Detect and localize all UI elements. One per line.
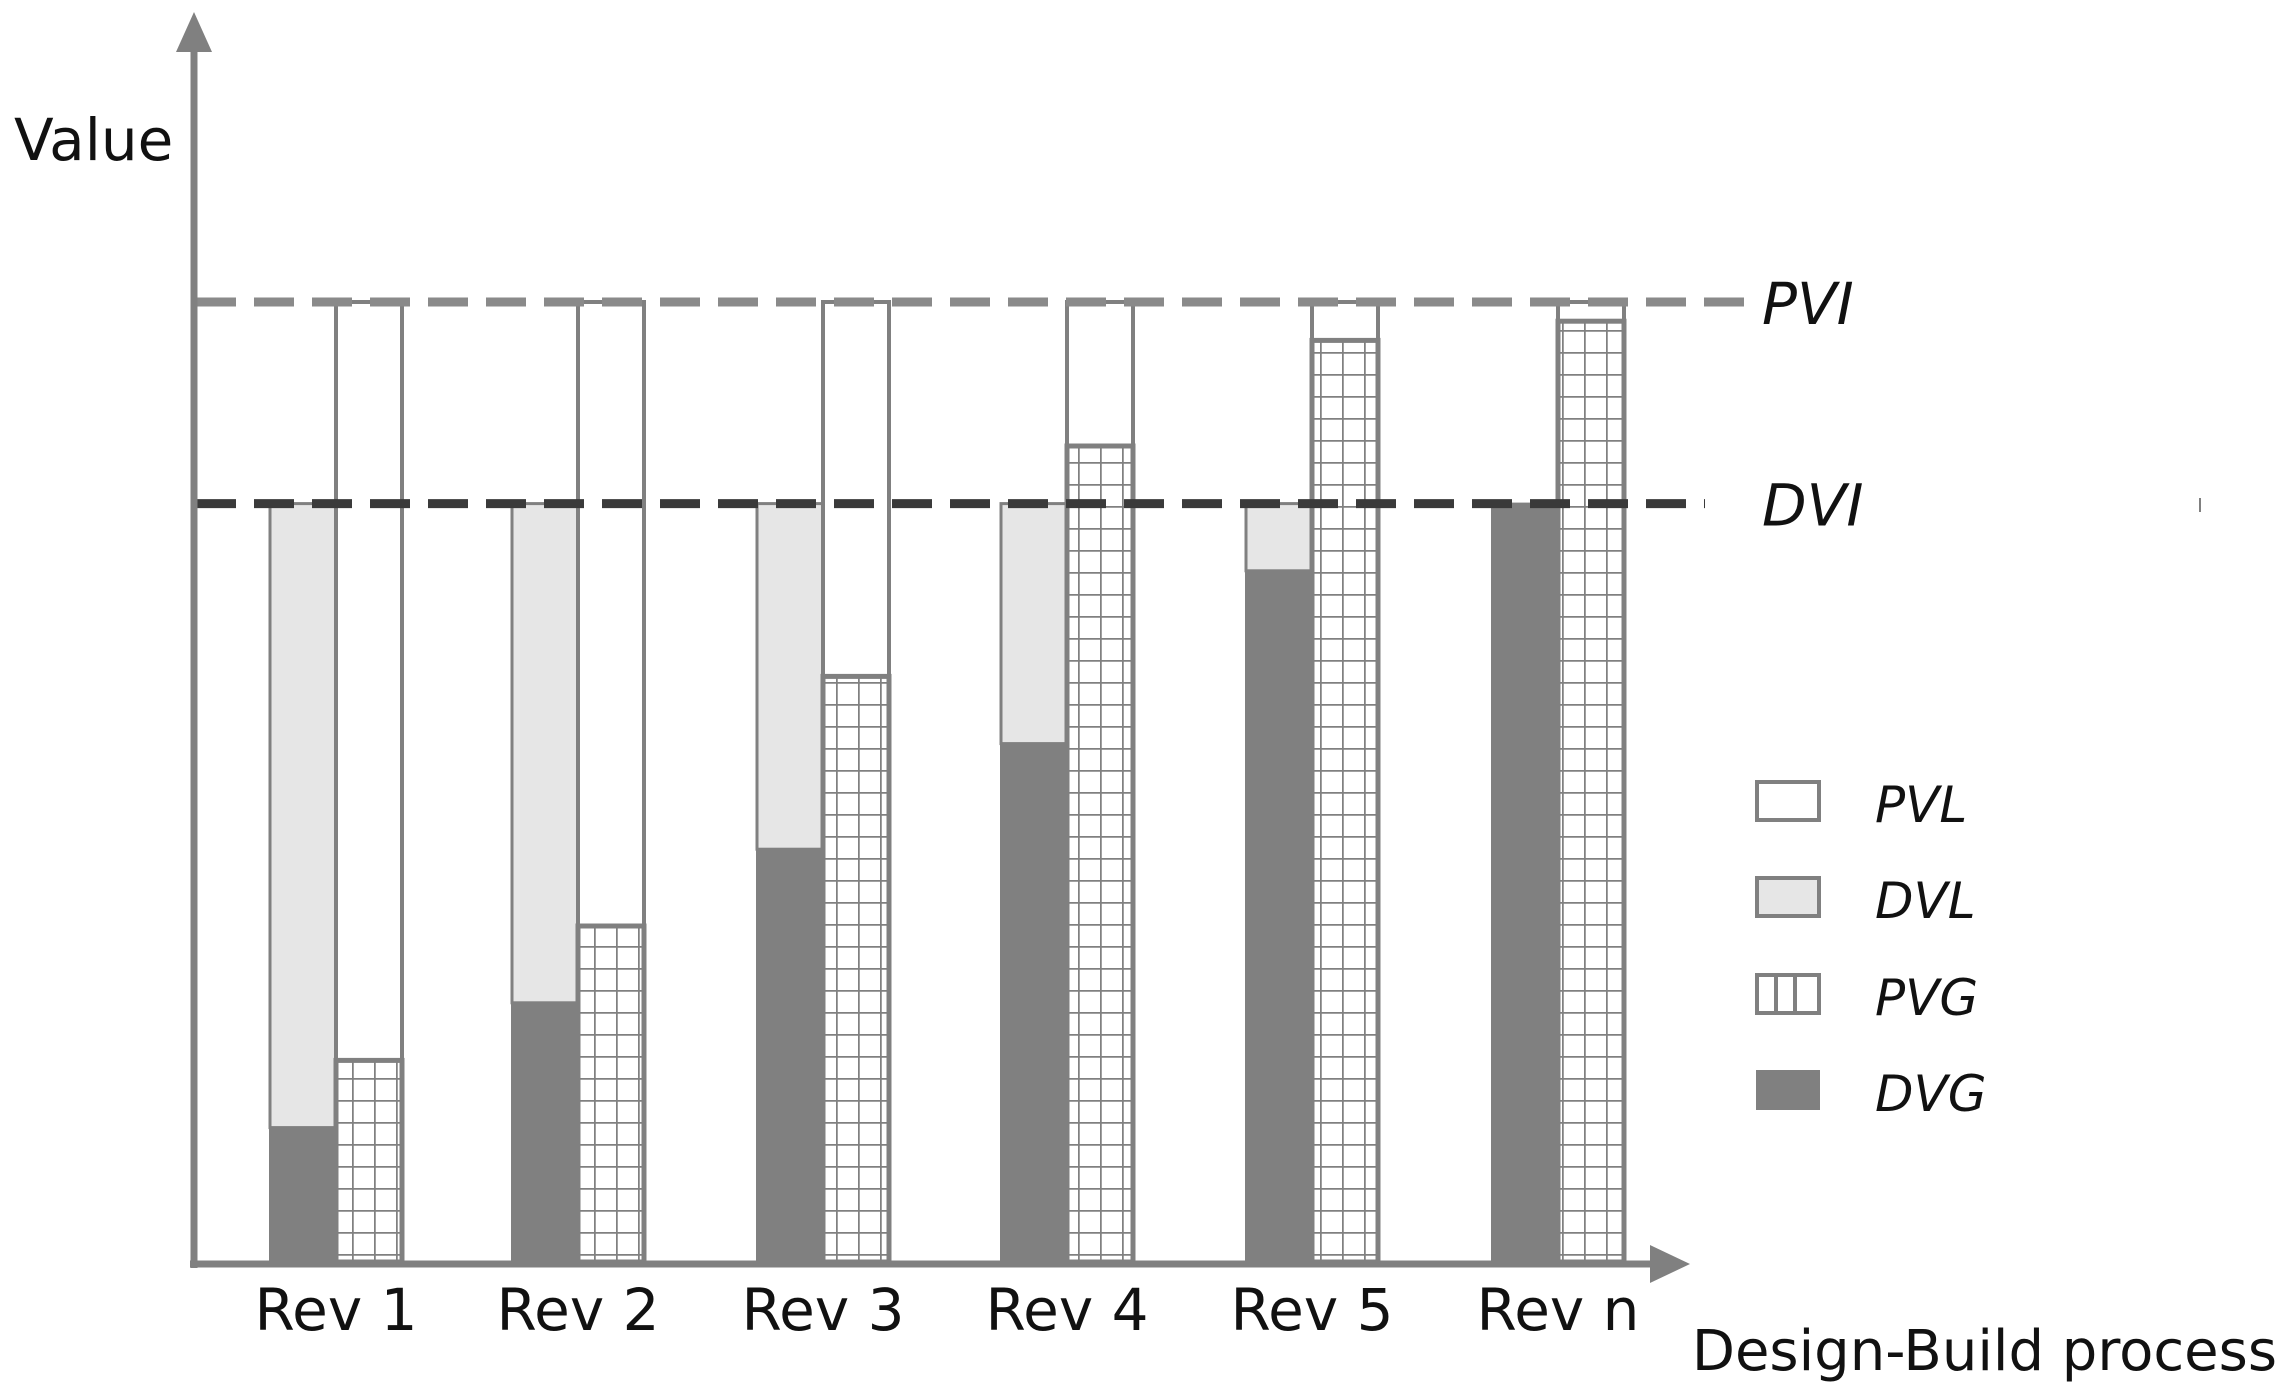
legend-swatch bbox=[1756, 1070, 1820, 1110]
legend-label: PVL bbox=[1875, 776, 1967, 834]
pvg-bar bbox=[1309, 337, 1381, 1265]
x-tick-label: Rev 1 bbox=[254, 1276, 417, 1344]
axes bbox=[176, 12, 1690, 1283]
pvl-bar bbox=[334, 300, 404, 1063]
bar-group-4 bbox=[999, 300, 1136, 1265]
dvi-label: DVI bbox=[1762, 472, 1863, 540]
x-tick-labels: Rev 1 Rev 2 Rev 3 Rev 4 Rev 5 Rev n bbox=[254, 1276, 1639, 1344]
x-tick-label: Rev 5 bbox=[1230, 1276, 1393, 1344]
y-axis-label: Value bbox=[14, 106, 173, 174]
pvg-bar bbox=[1064, 443, 1136, 1265]
dvl-bar bbox=[999, 502, 1069, 746]
legend-swatch bbox=[1755, 973, 1821, 1015]
bar-group-6 bbox=[1491, 300, 1627, 1265]
dvl-bar bbox=[510, 502, 580, 1005]
pvg-bar bbox=[1555, 318, 1627, 1265]
pvl-bar bbox=[1310, 300, 1380, 343]
pvg-bar bbox=[575, 923, 647, 1265]
dvg-bar bbox=[269, 1126, 337, 1263]
dvg-bar bbox=[1491, 502, 1559, 1264]
bar-group-3 bbox=[755, 300, 892, 1265]
dvg-bar bbox=[756, 848, 824, 1263]
pvl-bar bbox=[576, 300, 646, 928]
x-tick-label: Rev 4 bbox=[985, 1276, 1148, 1344]
dvl-bar bbox=[268, 502, 338, 1130]
x-tick-label: Rev 2 bbox=[496, 1276, 659, 1344]
bar-group-2 bbox=[510, 300, 647, 1265]
x-axis-arrow bbox=[1650, 1245, 1690, 1283]
pvl-bar bbox=[821, 300, 891, 679]
legend-label: DVG bbox=[1875, 1065, 1986, 1123]
pvi-label: PVI bbox=[1762, 270, 1854, 338]
legend-label: PVG bbox=[1875, 969, 1978, 1027]
bar-groups bbox=[268, 300, 1627, 1265]
legend-swatch bbox=[1755, 876, 1821, 918]
pvl-bar bbox=[1065, 300, 1135, 448]
reference-lines: PVI DVI bbox=[196, 270, 1863, 540]
pvg-bar bbox=[333, 1057, 405, 1265]
x-tick-label: Rev 3 bbox=[741, 1276, 904, 1344]
dvg-bar bbox=[1245, 569, 1313, 1263]
legend-swatch bbox=[1755, 780, 1821, 822]
legend-item-dvl: DVL bbox=[1755, 872, 1976, 930]
bar-group-1 bbox=[268, 300, 405, 1265]
legend-label: DVL bbox=[1875, 872, 1976, 930]
bar-group-5 bbox=[1244, 300, 1381, 1265]
dvl-bar bbox=[755, 502, 825, 851]
x-tick-label: Rev n bbox=[1477, 1276, 1640, 1344]
pvg-bar bbox=[820, 673, 892, 1265]
legend-item-dvg: DVG bbox=[1756, 1065, 1986, 1123]
dvl-bar bbox=[1244, 502, 1314, 573]
y-axis-arrow bbox=[176, 12, 212, 52]
dvg-bar bbox=[1000, 742, 1068, 1263]
dvg-bar bbox=[511, 1001, 579, 1263]
legend-item-pvl: PVL bbox=[1755, 776, 1967, 834]
x-axis-label: Design-Build process bbox=[1692, 1319, 2277, 1384]
legend-item-pvg: PVG bbox=[1755, 969, 1978, 1027]
legend: PVL DVL PVG DVG bbox=[1755, 776, 1986, 1123]
